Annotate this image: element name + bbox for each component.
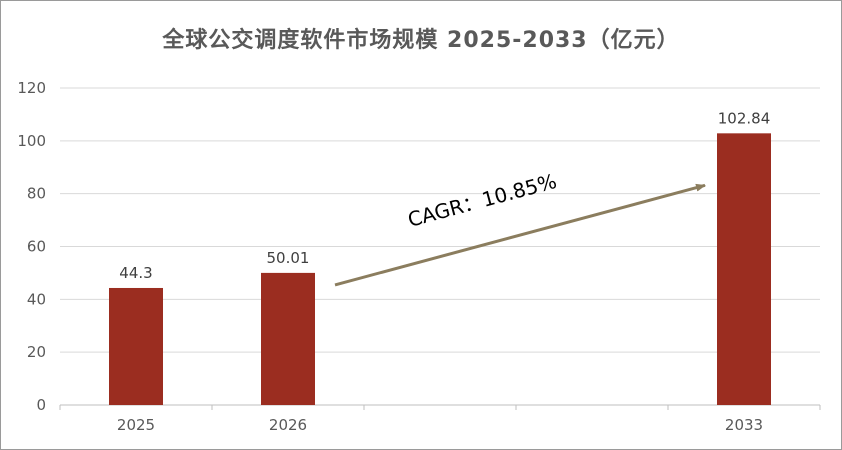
x-tick-label: 2025 (117, 416, 155, 434)
data-label-2026: 50.01 (267, 249, 310, 267)
cagr-label: CAGR：10.85% (405, 169, 559, 232)
bar-2026 (261, 272, 315, 405)
data-label-2033: 102.84 (718, 109, 771, 127)
y-tick-label: 80 (27, 185, 46, 203)
cagr-arrow (334, 183, 706, 287)
bar-2025 (109, 287, 163, 405)
bar-2033 (717, 133, 771, 405)
chart-title: 全球公交调度软件市场规模 2025-2033（亿元） (162, 28, 680, 53)
x-tick-label: 2026 (269, 416, 307, 434)
y-tick-label: 40 (27, 290, 46, 308)
y-tick-label: 20 (27, 343, 46, 361)
y-tick-label: 120 (17, 79, 46, 97)
data-label-2025: 44.3 (119, 264, 152, 282)
y-tick-label: 100 (17, 132, 46, 150)
y-tick-label: 0 (36, 396, 46, 414)
x-tick-label: 2033 (725, 416, 763, 434)
y-tick-label: 60 (27, 238, 46, 256)
